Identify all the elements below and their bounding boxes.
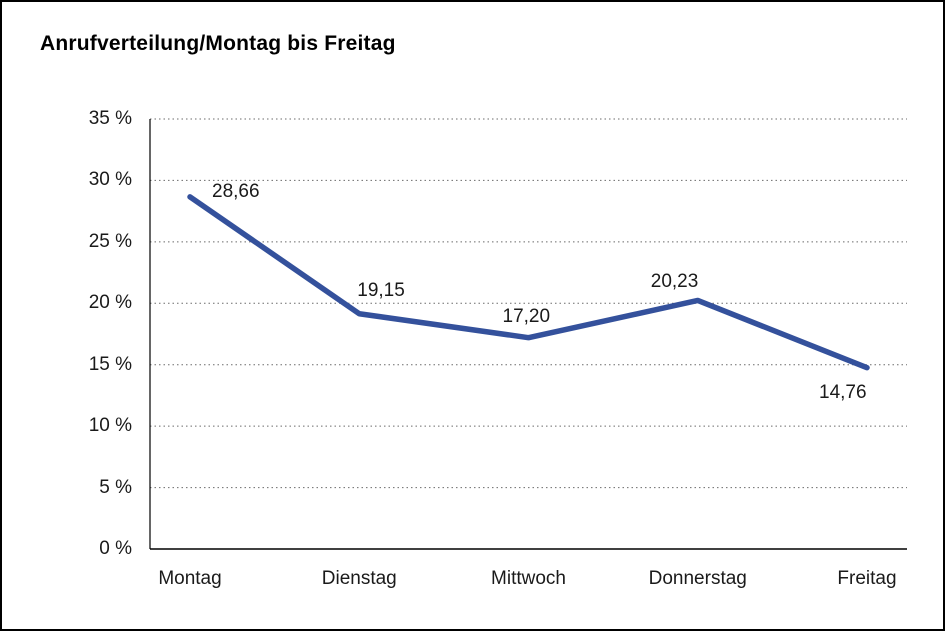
- x-category-label: Mittwoch: [491, 568, 566, 589]
- data-point-label: 19,15: [357, 279, 405, 301]
- x-category-label: Montag: [158, 568, 222, 589]
- chart-title: Anrufverteilung/Montag bis Freitag: [40, 32, 396, 55]
- series-line: [187, 194, 870, 371]
- y-tick-label: 30 %: [88, 169, 132, 191]
- y-tick-label: 0 %: [99, 538, 132, 559]
- y-tick-label: 25 %: [88, 230, 132, 252]
- data-point-label: 20,23: [650, 271, 699, 293]
- data-point-label: 28,66: [212, 180, 260, 202]
- y-tick-label: 35 %: [88, 108, 132, 129]
- y-tick-label: 20 %: [88, 292, 132, 314]
- data-point-label: 14,76: [819, 381, 867, 403]
- y-tick-label: 15 %: [88, 353, 132, 375]
- y-tick-label: 5 %: [99, 476, 132, 498]
- x-category-label: Donnerstag: [648, 568, 747, 589]
- x-category-label: Freitag: [837, 568, 897, 589]
- y-tick-label: 10 %: [88, 415, 132, 437]
- x-category-label: Dienstag: [321, 568, 397, 589]
- data-point-label: 17,20: [502, 305, 551, 327]
